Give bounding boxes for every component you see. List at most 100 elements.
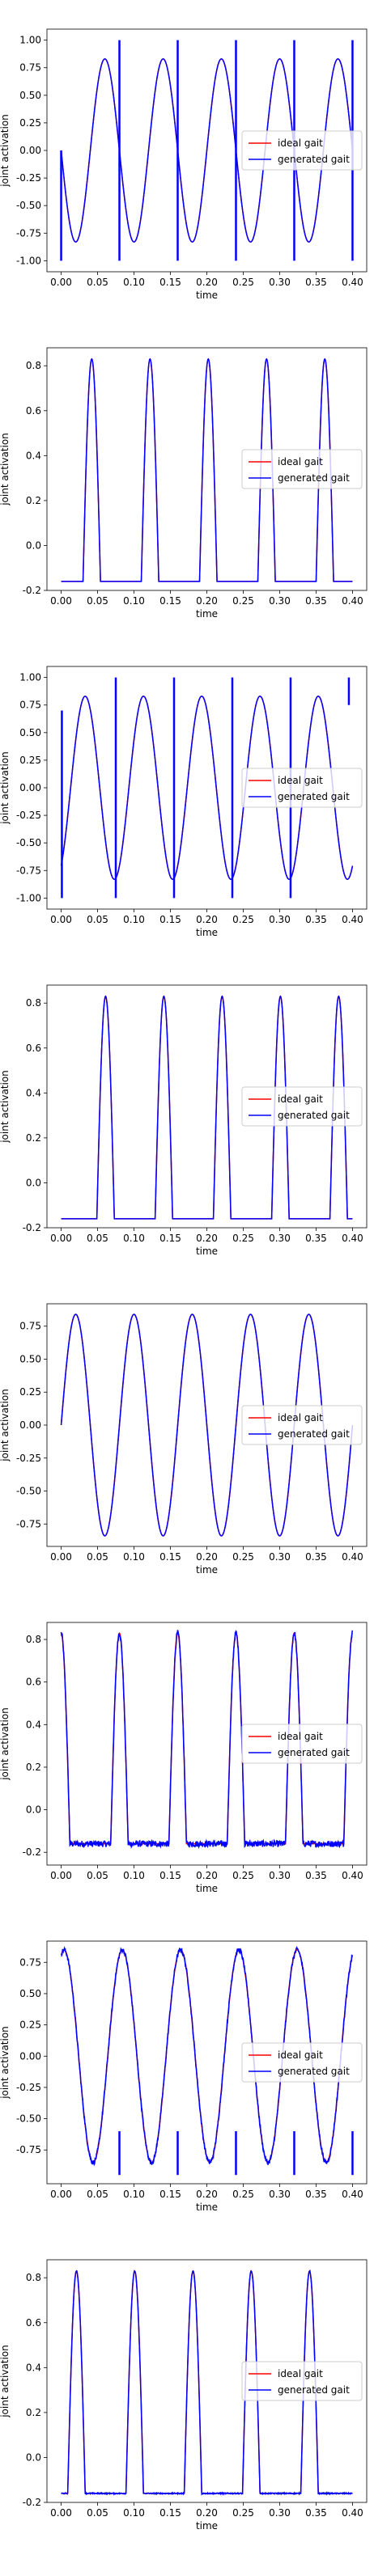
legend-box xyxy=(241,768,363,808)
y-tick-label: 0.4 xyxy=(26,1087,41,1098)
y-tick-label: 0.4 xyxy=(26,1719,41,1730)
x-tick-label: 0.20 xyxy=(196,1551,218,1563)
legend-box xyxy=(241,1086,363,1127)
y-tick-label: 0.00 xyxy=(19,782,41,793)
axes-frame xyxy=(46,1303,368,1547)
legend-box xyxy=(241,1724,363,1764)
legend-label: ideal gait xyxy=(278,456,323,467)
y-tick-label: 1.00 xyxy=(19,672,41,683)
y-axis-label: joint activation xyxy=(0,2345,11,2418)
series-generated-gait-line xyxy=(60,1313,354,1537)
y-tick-label: 0.00 xyxy=(19,1419,41,1431)
y-tick-label: -0.25 xyxy=(16,810,41,821)
legend-box xyxy=(241,449,363,489)
legend-box xyxy=(241,2361,363,2401)
x-tick-label: 0.35 xyxy=(305,1551,327,1563)
y-tick-label: -0.25 xyxy=(16,1453,41,1464)
x-axis-label: time xyxy=(196,927,218,938)
x-tick-label: 0.40 xyxy=(342,914,363,925)
x-tick-label: 0.30 xyxy=(269,2189,291,2200)
y-tick-label: 0.00 xyxy=(19,2050,41,2062)
series-generated-gait-line xyxy=(61,995,353,1220)
y-tick-label: 0.50 xyxy=(19,1988,41,1999)
y-tick-label: 0.25 xyxy=(19,2020,41,2031)
subplot-3: 0.00 0.05 0.10 0.15 0.20 0.25 0.30 0.35 0.40 -1.0… xyxy=(0,666,368,938)
x-tick-label: 0.10 xyxy=(123,2507,145,2519)
y-tick-label: -0.75 xyxy=(16,865,41,876)
legend-label: ideal gait xyxy=(278,2049,323,2061)
x-tick-label: 0.25 xyxy=(232,1233,254,1244)
x-axis-label: time xyxy=(196,2202,218,2213)
x-tick-label: 0.05 xyxy=(87,277,108,288)
x-tick-label: 0.15 xyxy=(159,1551,181,1563)
x-tick-label: 0.30 xyxy=(269,2507,291,2519)
y-tick-label: 0.25 xyxy=(19,117,41,129)
plot-area xyxy=(60,1945,354,2176)
y-tick-label: -0.50 xyxy=(16,1486,41,1497)
y-tick-label: 0.0 xyxy=(26,1177,41,1188)
y-tick-label: 0.0 xyxy=(26,539,41,551)
y-tick-label: 0.25 xyxy=(19,1386,41,1398)
x-tick-label: 0.00 xyxy=(50,1551,72,1563)
x-tick-label: 0.30 xyxy=(269,1870,291,1881)
series-generated-gait-line xyxy=(61,357,353,582)
y-tick-label: -0.2 xyxy=(23,2497,41,2508)
x-tick-label: 0.20 xyxy=(196,914,218,925)
x-tick-label: 0.00 xyxy=(50,2507,72,2519)
legend-box xyxy=(241,2042,363,2083)
y-tick-label: -0.75 xyxy=(16,2144,41,2155)
y-tick-label: 0.8 xyxy=(26,997,41,1009)
y-axis-label: joint activation xyxy=(0,2026,11,2100)
x-tick-label: 0.40 xyxy=(342,1551,363,1563)
x-tick-label: 0.05 xyxy=(87,595,108,607)
y-tick-label: -0.2 xyxy=(23,1846,41,1858)
subplot-8: 0.00 0.05 0.10 0.15 0.20 0.25 0.30 0.35 0.40 -0.2… xyxy=(0,2259,368,2532)
y-tick-label: 0.50 xyxy=(19,90,41,101)
y-tick-label: 0.8 xyxy=(26,2272,41,2283)
y-tick-label: -0.50 xyxy=(16,200,41,211)
x-tick-label: 0.00 xyxy=(50,277,72,288)
y-tick-label: 0.2 xyxy=(26,1762,41,1773)
x-tick-label: 0.35 xyxy=(305,2189,327,2200)
x-tick-label: 0.30 xyxy=(269,1233,291,1244)
axes-frame xyxy=(46,984,368,1229)
y-tick-label: -0.50 xyxy=(16,837,41,848)
y-tick-label: 0.4 xyxy=(26,450,41,461)
x-tick-label: 0.40 xyxy=(342,595,363,607)
series-generated-gait-line xyxy=(61,1945,354,2167)
y-tick-label: 0.8 xyxy=(26,1634,41,1645)
x-tick-label: 0.25 xyxy=(232,2189,254,2200)
y-tick-label: 0.00 xyxy=(19,145,41,156)
x-tick-label: 0.00 xyxy=(50,914,72,925)
x-tick-label: 0.20 xyxy=(196,2189,218,2200)
y-tick-label: 0.50 xyxy=(19,727,41,738)
y-tick-label: 0.2 xyxy=(26,1132,41,1144)
y-tick-label: -1.00 xyxy=(16,892,41,903)
y-axis-label: joint activation xyxy=(0,751,11,825)
subplot-4: 0.00 0.05 0.10 0.15 0.20 0.25 0.30 0.35 0.40 -0.2… xyxy=(0,984,368,1257)
y-axis-label: joint activation xyxy=(0,114,11,188)
x-tick-label: 0.10 xyxy=(123,1233,145,1244)
legend-label: ideal gait xyxy=(278,137,323,149)
x-tick-label: 0.10 xyxy=(123,914,145,925)
x-tick-label: 0.15 xyxy=(159,595,181,607)
y-tick-label: 0.2 xyxy=(26,495,41,506)
y-tick-label: 0.6 xyxy=(26,1677,41,1688)
series-generated-gait-line xyxy=(60,58,354,243)
x-tick-label: 0.15 xyxy=(159,914,181,925)
x-tick-label: 0.35 xyxy=(305,277,327,288)
axes-frame xyxy=(46,28,368,273)
x-tick-label: 0.05 xyxy=(87,1870,108,1881)
x-tick-label: 0.40 xyxy=(342,1870,363,1881)
x-tick-label: 0.30 xyxy=(269,595,291,607)
y-tick-label: 0.6 xyxy=(26,1043,41,1054)
x-tick-label: 0.20 xyxy=(196,1870,218,1881)
x-tick-label: 0.05 xyxy=(87,914,108,925)
y-axis-label: joint activation xyxy=(0,1070,11,1144)
x-tick-label: 0.15 xyxy=(159,2189,181,2200)
x-tick-label: 0.40 xyxy=(342,2189,363,2200)
x-tick-label: 0.35 xyxy=(305,1870,327,1881)
x-tick-label: 0.40 xyxy=(342,1233,363,1244)
x-tick-label: 0.25 xyxy=(232,595,254,607)
y-tick-label: 0.2 xyxy=(26,2407,41,2418)
